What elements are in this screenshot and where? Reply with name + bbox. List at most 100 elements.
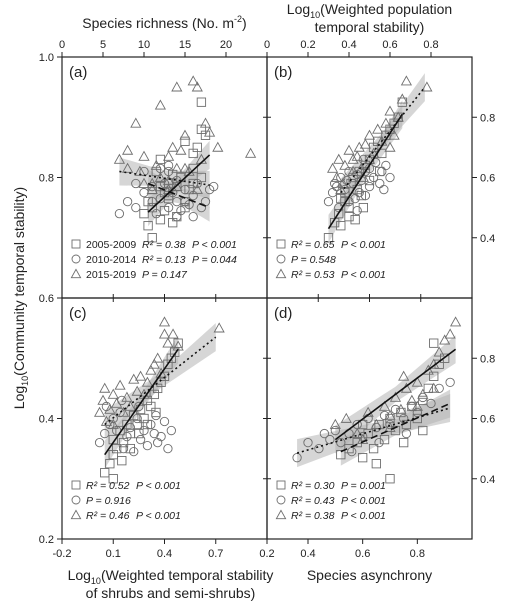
y-tick-label: 1.0 [39,52,54,64]
point-b-triangle-25 [384,141,396,152]
fit-line-b-square [327,113,403,230]
point-b-circle-1 [327,187,338,198]
point-c-triangle-24 [158,316,171,327]
point-c-triangle-12 [131,385,143,396]
point-a-triangle-6 [138,150,150,161]
point-a-triangle-28 [146,177,158,188]
legend-p: P = 0.548 [291,254,336,266]
point-b-square-26 [336,221,346,231]
point-a-square-19 [188,163,198,174]
fit-line-a-triangle [119,170,210,186]
point-c-triangle-21 [162,337,174,348]
point-c-square-19 [163,359,173,369]
y-tick-label-right: 0.6 [480,173,495,185]
point-c-circle-22 [151,410,161,421]
legend-p: P = 0.916 [86,495,131,507]
point-a-triangle-24 [204,126,216,137]
point-a-triangle-3 [130,117,142,128]
point-c-square-0 [100,468,110,478]
point-c-triangle-26 [107,418,119,429]
point-c-circle-14 [146,419,156,430]
point-a-square-29 [188,178,198,189]
point-c-triangle-10 [124,400,136,411]
top-x-tick-label: 10 [138,39,150,51]
point-a-circle-19 [192,178,202,189]
point-c-square-28 [151,407,161,418]
top-left-axis-title: Species richness (No. m-2) [82,14,246,31]
point-d-triangle-8 [395,403,407,414]
point-d-triangle-5 [378,400,391,411]
point-b-triangle-12 [368,147,380,158]
point-d-square-7 [379,434,390,445]
legend-r2: R² = 0.52 [86,480,130,492]
point-b-square-25 [375,166,385,177]
point-a-triangle-14 [171,180,183,191]
point-d-triangle-11 [411,376,423,387]
point-c-triangle-16 [145,364,157,375]
point-b-square-23 [340,196,350,207]
point-d-square-22 [399,437,409,448]
point-c-square-2 [108,450,118,460]
point-a-triangle-12 [163,150,175,161]
bottom-x-tick-label: 0.2 [259,548,274,560]
legend-period: 2005-2009 [86,239,136,251]
point-b-circle-12 [360,190,371,201]
point-a-square-0 [139,208,149,219]
legends: 2005-2009 R² = 0.38 P < 0.001 2010-2014 R² =… [70,239,386,522]
point-a-square-25 [143,221,153,231]
fit-line-d-triangle [334,348,457,441]
point-a-circle-23 [209,181,219,192]
point-c-triangle-5 [107,388,119,399]
legend-p: P = 0.147 [142,269,188,281]
point-a-triangle-25 [212,141,224,152]
point-d-circle-1 [303,437,313,448]
point-a-circle-3 [139,187,149,198]
point-c-circle-10 [132,413,142,424]
point-c-square-7 [122,419,132,430]
point-a-circle-2 [131,178,141,189]
point-a-circle-6 [151,208,161,219]
point-b-circle-14 [364,181,375,192]
point-c-circle-13 [142,440,153,451]
point-c-square-26 [134,428,144,439]
point-b-triangle-24 [335,183,347,194]
point-c-triangle-9 [121,391,133,402]
panel-letter: (c) [69,305,87,322]
point-a-triangle-9 [154,171,166,182]
legend-p: P < 0.001 [136,480,181,492]
point-c-circle-9 [129,446,139,457]
legend-period: 2015-2019 [86,269,136,281]
legend-marker-triangle [275,268,287,279]
legend-p: P < 0.001 [341,269,386,281]
point-c-square-5 [115,425,125,436]
point-c-triangle-4 [104,403,116,414]
point-c-square-24 [117,456,127,466]
point-d-circle-4 [330,425,340,436]
point-c-square-22 [173,338,183,348]
bottom-left-axis-title-line1: Log10(Weighted temporal stability [68,567,274,586]
top-x-tick-label: 20 [220,39,232,51]
point-d-square-21 [371,459,381,469]
legend-marker-triangle [70,268,82,279]
y-tick-label-right: 0.8 [480,353,495,365]
legend-marker-circle [276,495,286,505]
point-d-triangle-23 [398,370,410,381]
point-b-square-27 [350,215,360,225]
point-d-square-20 [385,474,395,484]
point-b-triangle-23 [347,153,359,164]
point-c-square-23 [108,474,118,484]
point-d-circle-3 [325,434,335,445]
point-b-triangle-19 [396,93,408,104]
point-d-triangle-17 [444,328,456,339]
point-a-square-6 [155,215,166,225]
legend-p: P < 0.001 [341,239,386,251]
point-d-triangle-1 [340,412,352,423]
point-b-circle-19 [381,160,391,171]
top-right-axis-title-line1: Log10(Weighted population [287,1,452,20]
point-c-square-17 [156,377,166,387]
point-b-triangle-7 [351,150,363,161]
point-c-square-6 [118,437,129,448]
point-a-square-26 [147,233,157,243]
point-c-circle-12 [139,425,149,436]
fit-line-c-square [104,348,179,456]
